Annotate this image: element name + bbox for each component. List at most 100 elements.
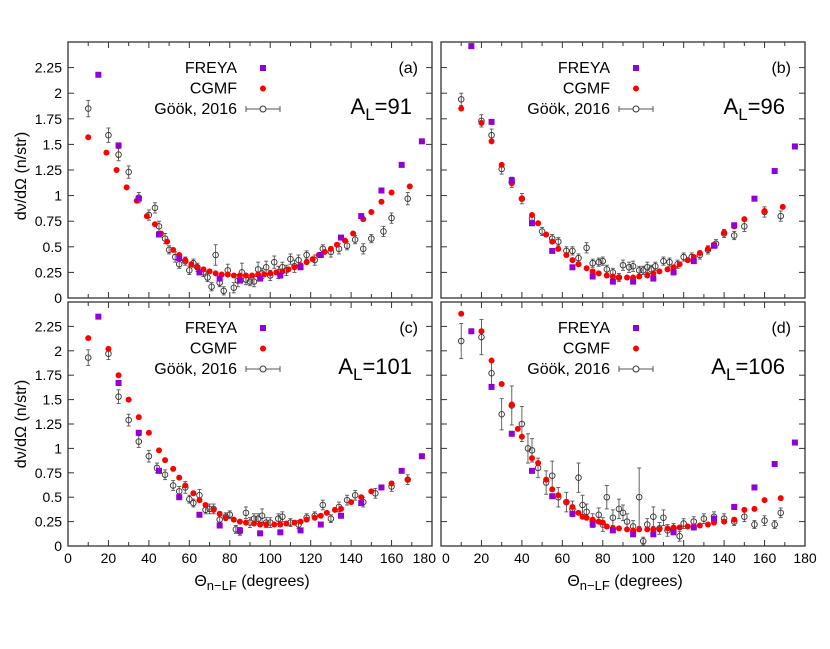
y-tick-label: 2 <box>54 85 62 101</box>
gook-point <box>212 251 219 259</box>
cgmf-point <box>529 455 535 462</box>
freya-point <box>338 234 344 241</box>
freya-point <box>115 380 122 387</box>
cgmf-point <box>535 460 542 467</box>
y-tick-label: 0.5 <box>43 239 63 255</box>
legend-marker-square <box>260 325 266 331</box>
cgmf-point <box>358 494 365 501</box>
gook-point <box>457 337 465 345</box>
freya-point <box>236 277 243 284</box>
cgmf-point <box>267 270 274 277</box>
cgmf-point <box>309 256 316 263</box>
mass-annotation: AL=91 <box>351 94 412 124</box>
legend-label: FREYA <box>185 60 237 77</box>
cgmf-point <box>242 519 249 526</box>
freya-point <box>156 467 162 474</box>
legend-marker-open-circle <box>632 365 640 373</box>
cgmf-point <box>498 380 505 387</box>
cgmf-point <box>636 526 643 533</box>
cgmf-point <box>85 134 92 141</box>
cgmf-point <box>569 503 576 510</box>
y-tick-label: 1.75 <box>35 367 62 383</box>
cgmf-point <box>135 414 142 421</box>
y-tick-label: 2.25 <box>35 60 62 76</box>
y-tick-label: 1.75 <box>35 111 62 127</box>
gook-point <box>380 228 387 235</box>
gook-point <box>599 257 607 265</box>
cgmf-point <box>535 220 542 227</box>
gook-point <box>145 452 153 460</box>
x-tick-label: 160 <box>380 550 404 566</box>
freya-point <box>196 511 203 518</box>
cgmf-point <box>603 523 610 530</box>
gook-point <box>151 204 159 212</box>
cgmf-point <box>212 270 219 277</box>
x-tick-label: 20 <box>474 550 490 566</box>
gook-point <box>548 472 556 479</box>
cgmf-point <box>297 518 304 525</box>
cgmf-point <box>624 526 631 533</box>
freya-point <box>257 275 264 282</box>
gook-point <box>629 263 637 270</box>
cgmf-point <box>514 425 521 432</box>
panel-label: (b) <box>771 60 791 77</box>
freya-point <box>771 168 778 175</box>
freya-point <box>135 429 142 436</box>
cgmf-point <box>85 335 92 342</box>
cgmf-point <box>406 183 413 190</box>
freya-point <box>731 503 738 510</box>
cgmf-point <box>151 221 158 228</box>
freya-point <box>277 529 284 536</box>
y-tick-label: 1.5 <box>43 136 63 152</box>
cgmf-point <box>458 310 465 317</box>
gook-point <box>595 258 602 266</box>
cgmf-point <box>575 509 582 516</box>
gook-point <box>730 232 738 239</box>
cgmf-point <box>488 138 495 145</box>
cgmf-point <box>145 429 152 436</box>
cgmf-point <box>518 195 525 202</box>
freya-point <box>690 258 697 265</box>
cgmf-point <box>518 433 525 440</box>
gook-point <box>327 515 335 522</box>
cgmf-point <box>202 502 209 509</box>
freya-point <box>236 527 243 534</box>
cgmf-point <box>224 271 231 278</box>
cgmf-point <box>761 497 768 504</box>
cgmf-point <box>684 523 691 530</box>
cgmf-point <box>624 274 631 281</box>
gook-point <box>518 420 526 428</box>
cgmf-point <box>368 208 375 215</box>
gook-point <box>652 263 659 270</box>
cgmf-point <box>603 272 610 279</box>
gook-point <box>741 513 748 520</box>
freya-point <box>771 461 778 468</box>
gook-point <box>771 521 778 528</box>
cgmf-point <box>388 480 395 487</box>
x-tick-label: 100 <box>259 550 283 566</box>
gook-point <box>84 354 92 361</box>
cgmf-point <box>664 266 671 273</box>
gook-point <box>275 515 282 522</box>
cgmf-point <box>583 514 590 521</box>
gook-point <box>190 499 197 507</box>
legend-label: CGMF <box>190 81 237 98</box>
freya-point <box>317 251 324 258</box>
x-tick-label: 40 <box>141 550 157 566</box>
gook-point <box>161 471 169 479</box>
freya-point <box>398 467 405 474</box>
gook-point <box>105 131 112 139</box>
cgmf-point <box>236 272 243 279</box>
gook-point <box>644 264 651 271</box>
cgmf-point <box>327 245 334 252</box>
gook-point <box>388 214 395 222</box>
y-tick-label: 0.75 <box>35 465 62 481</box>
y-tick-label: 0 <box>54 538 62 554</box>
x-tick-label: 120 <box>299 550 323 566</box>
cgmf-point <box>230 516 237 523</box>
cgmf-point <box>331 506 338 513</box>
gook-point <box>751 521 758 528</box>
cgmf-point <box>143 213 150 220</box>
cgmf-point <box>113 167 120 173</box>
